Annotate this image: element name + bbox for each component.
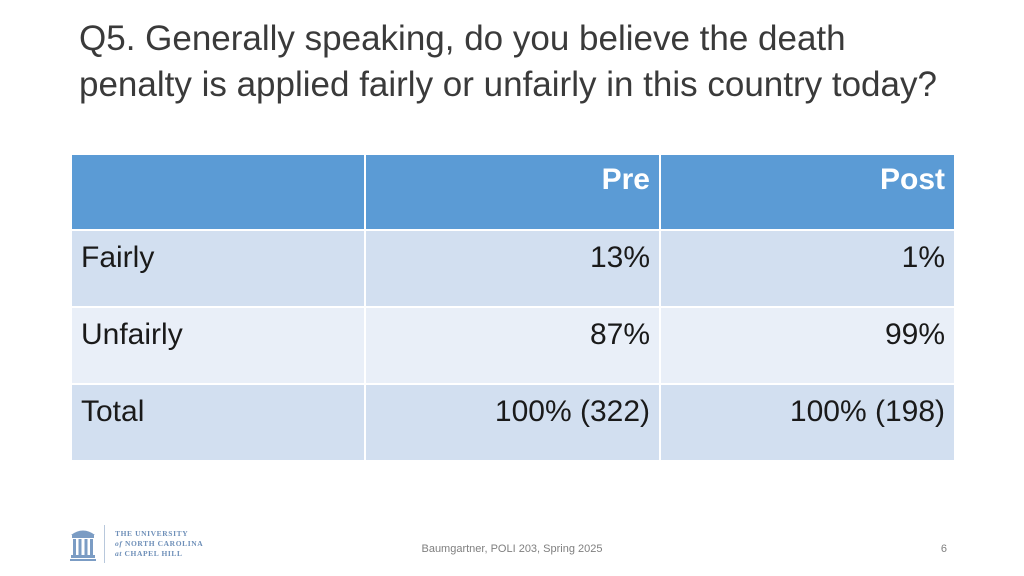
- row-label: Fairly: [70, 229, 366, 308]
- page-number: 6: [940, 543, 947, 555]
- table-row: Fairly 13% 1%: [70, 229, 956, 308]
- university-wordmark: THE UNIVERSITY of NORTH CAROLINA at CHAP…: [115, 529, 204, 558]
- old-well-icon: [70, 526, 96, 562]
- results-table: Pre Post Fairly 13% 1% Unfairly 87% 99% …: [70, 153, 956, 462]
- row-label: Unfairly: [70, 306, 366, 385]
- header-cell-post: Post: [659, 153, 956, 231]
- header-cell-pre: Pre: [364, 153, 661, 231]
- row-label: Total: [70, 383, 366, 462]
- table-row: Unfairly 87% 99%: [70, 306, 956, 385]
- table-row: Total 100% (322) 100% (198): [70, 383, 956, 462]
- slide-title: Q5. Generally speaking, do you believe t…: [79, 19, 937, 104]
- university-logo: THE UNIVERSITY of NORTH CAROLINA at CHAP…: [70, 524, 203, 564]
- header-cell-blank: [70, 153, 366, 231]
- logo-divider: [104, 525, 105, 563]
- table-header-row: Pre Post: [70, 153, 956, 231]
- pre-value: 13%: [364, 229, 661, 308]
- slide-footer: Baumgartner, POLI 203, Spring 2025: [421, 543, 603, 555]
- pre-value: 87%: [364, 306, 661, 385]
- post-value: 99%: [659, 306, 956, 385]
- post-value: 100% (198): [659, 383, 956, 462]
- pre-value: 100% (322): [364, 383, 661, 462]
- post-value: 1%: [659, 229, 956, 308]
